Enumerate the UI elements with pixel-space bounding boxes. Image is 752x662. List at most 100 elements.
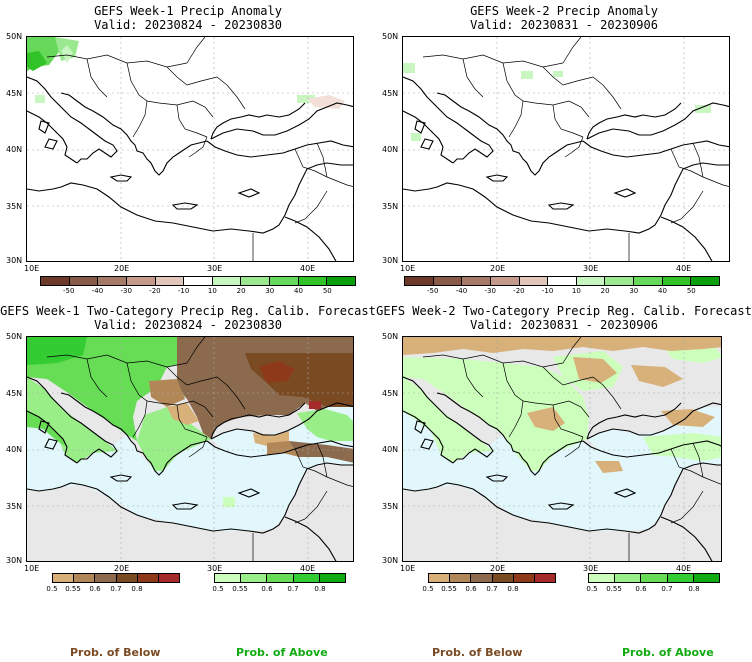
coastlines: [403, 76, 729, 261]
tick-label: 0.7: [661, 585, 673, 593]
tick-label: 0.8: [688, 585, 700, 593]
below-colorbar: [428, 573, 556, 583]
tick-label: -50: [62, 287, 75, 295]
lat-label: 40N: [382, 145, 399, 154]
tick-label: -10: [177, 287, 190, 295]
coastlines: [27, 376, 353, 561]
lat-label: 35N: [6, 202, 23, 211]
tick-label: 0.8: [131, 585, 143, 593]
below-colorbar-labels: 0.5 0.55 0.6 0.7 0.8: [46, 585, 180, 595]
tick-label: 20: [236, 287, 246, 295]
tick-label: -40: [91, 287, 104, 295]
panel-week2-anomaly: GEFS Week-2 Precip Anomaly Valid: 202308…: [376, 0, 752, 300]
tick-label: 0.5: [422, 585, 434, 593]
green-anomaly-patches: [27, 37, 315, 103]
tick-label: 0.8: [314, 585, 326, 593]
legend-prob-above: Prob. of Above: [622, 646, 714, 659]
lat-label: 30N: [382, 256, 399, 265]
tick-label: 0.6: [89, 585, 101, 593]
lat-label: 40N: [6, 445, 23, 454]
tick-label: 40: [294, 287, 303, 295]
lat-label: 50N: [6, 32, 23, 41]
lat-label: 45N: [382, 389, 399, 398]
below-colorbar: [52, 573, 180, 583]
lat-label: 35N: [6, 502, 23, 511]
panel-week2-probability: GEFS Week-2 Two-Category Precip Reg. Cal…: [376, 300, 752, 662]
lon-label: 40E: [300, 264, 316, 273]
tick-label: -20: [149, 287, 161, 295]
panel-valid-dates: Valid: 20230824 - 20230830: [94, 18, 282, 32]
lon-label: 30E: [207, 264, 223, 273]
probability-map-week2: [402, 336, 722, 562]
anomaly-colorbar: [40, 276, 356, 286]
tick-label: -30: [484, 287, 496, 295]
tick-label: -30: [120, 287, 132, 295]
borders: [46, 37, 353, 261]
lat-label: 30N: [6, 256, 23, 265]
tick-label: 0.5: [212, 585, 224, 593]
land-probability-below: [403, 337, 721, 473]
tick-label: 0.8: [507, 585, 519, 593]
tick-label: -50: [426, 287, 439, 295]
lon-label: 10E: [400, 264, 416, 273]
above-colorbar: [588, 573, 720, 583]
tick-label: 0.5: [586, 585, 598, 593]
green-anomaly-patches: [403, 63, 711, 141]
lat-label: 40N: [6, 145, 23, 154]
tick-label: 0.6: [635, 585, 647, 593]
tick-label: -10: [541, 287, 554, 295]
lon-label: 40E: [676, 564, 692, 573]
lon-label: 10E: [400, 564, 416, 573]
tick-label: 0.7: [287, 585, 299, 593]
lat-label: 35N: [382, 202, 399, 211]
panel-valid-dates: Valid: 20230824 - 20230830: [94, 318, 282, 332]
panel-week1-probability: GEFS Week-1 Two-Category Precip Reg. Cal…: [0, 300, 376, 662]
lat-label: 40N: [382, 445, 399, 454]
panel-title: GEFS Week-1 Precip Anomaly: [94, 4, 282, 18]
lon-label: 20E: [490, 264, 506, 273]
tick-label: 50: [322, 287, 332, 295]
tick-label: 50: [686, 287, 696, 295]
below-colorbar-labels: 0.5 0.55 0.6 0.7 0.8: [422, 585, 556, 595]
lat-label: 35N: [382, 502, 399, 511]
lat-label: 30N: [382, 556, 399, 565]
lat-label: 45N: [382, 89, 399, 98]
tick-label: 0.55: [65, 585, 81, 593]
lon-label: 40E: [676, 264, 692, 273]
tick-label: 0.6: [261, 585, 273, 593]
lon-label: 20E: [114, 564, 130, 573]
lon-label: 30E: [207, 564, 223, 573]
tick-label: 20: [600, 287, 610, 295]
coastlines: [403, 376, 721, 561]
anomaly-map-week1: [26, 36, 354, 262]
coastlines: [27, 76, 353, 261]
above-colorbar: [214, 573, 346, 583]
anomaly-colorbar: [404, 276, 720, 286]
panel-title: GEFS Week-2 Two-Category Precip Reg. Cal…: [376, 304, 752, 318]
probability-map-week1: [26, 336, 354, 562]
legend-prob-below: Prob. of Below: [432, 646, 523, 659]
tick-label: -40: [455, 287, 468, 295]
legend-prob-below: Prob. of Below: [70, 646, 161, 659]
map-graphic: [403, 37, 729, 261]
anomaly-map-week2: [402, 36, 730, 262]
anomaly-colorbar-labels: -50 -40 -30 -20 -10 10 20 30 40 50: [40, 287, 356, 297]
lat-label: 50N: [382, 332, 399, 341]
tick-label: 0.6: [465, 585, 477, 593]
gridlines: [403, 37, 729, 261]
map-graphic: [27, 37, 353, 261]
tick-label: 0.7: [110, 585, 122, 593]
lon-label: 10E: [24, 264, 40, 273]
borders: [422, 337, 721, 561]
tick-label: -20: [513, 287, 525, 295]
anomaly-colorbar-labels: -50 -40 -30 -20 -10 10 20 30 40 50: [404, 287, 720, 297]
tick-label: 0.5: [46, 585, 58, 593]
tick-label: 0.55: [441, 585, 457, 593]
tick-label: 10: [207, 287, 217, 295]
tick-label: 30: [265, 287, 275, 295]
lat-label: 50N: [382, 32, 399, 41]
lat-label: 45N: [6, 89, 23, 98]
tick-label: 0.7: [486, 585, 498, 593]
lat-label: 30N: [6, 556, 23, 565]
lon-label: 20E: [114, 264, 130, 273]
